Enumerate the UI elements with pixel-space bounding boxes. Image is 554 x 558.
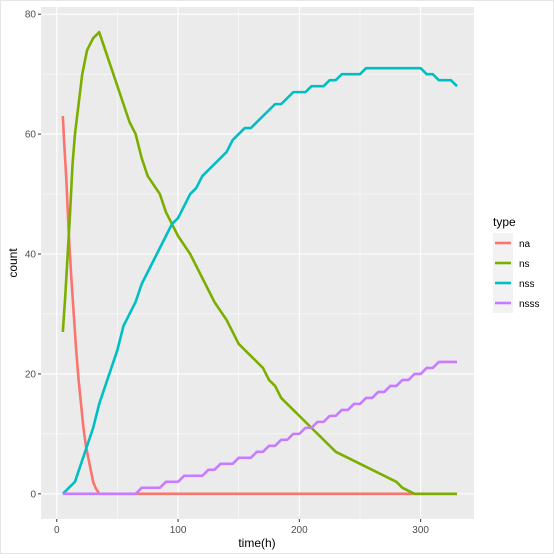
legend-label-nsss: nsss	[519, 299, 540, 310]
y-axis-title: count	[6, 248, 20, 278]
plot-panel	[41, 7, 474, 519]
legend-item-nsss: nsss	[493, 293, 540, 313]
y-tick-label: 20	[25, 369, 37, 380]
y-tick-label: 40	[25, 250, 37, 261]
series-lines	[61, 30, 458, 496]
legend-item-na: na	[493, 233, 531, 253]
legend-label-na: na	[519, 239, 531, 250]
y-tick-label: 60	[25, 130, 37, 141]
x-tick-label: 200	[291, 525, 308, 536]
x-tick-labels: 0 100 200 300	[54, 525, 429, 536]
series-line-nsss	[62, 360, 458, 496]
x-tick-label: 100	[170, 525, 187, 536]
legend-item-nss: nss	[493, 273, 535, 293]
legend-items: na ns nss nsss	[493, 233, 540, 313]
legend-label-nss: nss	[519, 279, 535, 290]
series-line-ns	[61, 30, 458, 496]
series-line-na	[61, 116, 458, 496]
y-tick-label: 0	[30, 489, 36, 500]
x-axis-title: time(h)	[238, 536, 275, 550]
legend-title: type	[493, 215, 516, 229]
legend-item-ns: ns	[493, 253, 530, 273]
y-tick-labels: 0 20 40 60 80	[25, 10, 37, 501]
x-tick-label: 0	[54, 525, 60, 536]
legend: type na ns nss nsss	[493, 215, 540, 313]
legend-label-ns: ns	[519, 259, 530, 270]
y-tick-label: 80	[25, 10, 37, 21]
axis-ticks	[38, 13, 422, 522]
x-tick-label: 300	[412, 525, 429, 536]
series-line-nss	[61, 66, 458, 495]
